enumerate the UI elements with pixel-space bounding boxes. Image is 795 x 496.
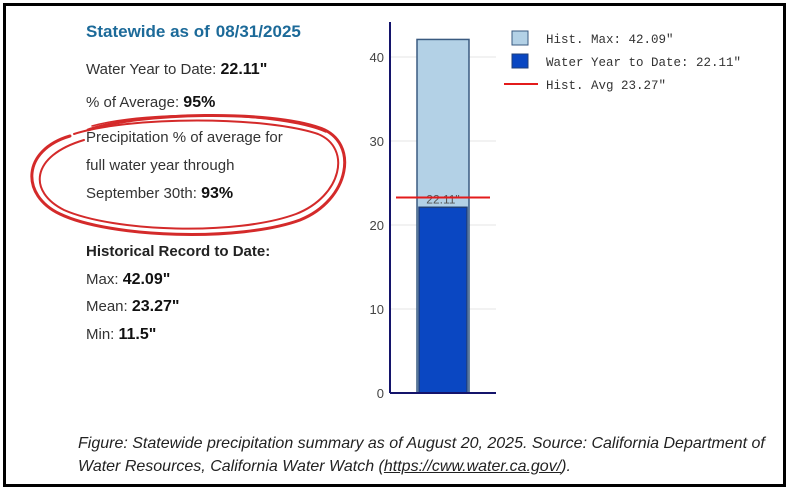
max-label: Max: — [86, 271, 119, 288]
hist-mean-line: Mean: 23.27" — [86, 298, 180, 316]
y-axis-ticks: 0 10 20 30 40 — [370, 50, 384, 401]
legend-hist-max-label: Hist. Max: 42.09" — [546, 33, 674, 47]
mean-label: Mean: — [86, 298, 128, 315]
pct-average-line: % of Average: 95% — [86, 94, 215, 112]
caption-end: ). — [561, 458, 571, 475]
y-tick-label-40: 40 — [370, 50, 384, 65]
pct-value: 95% — [183, 94, 216, 111]
min-label: Min: — [86, 326, 115, 343]
summary-title-prefix: Statewide as of — [86, 22, 210, 41]
summary-date: 08/31/2025 — [215, 22, 301, 41]
bar-water-year-to-date — [418, 206, 468, 394]
legend-hist-avg-label: Hist. Avg 23.27" — [546, 79, 666, 93]
min-value: 11.5" — [118, 326, 157, 343]
figure-frame — [3, 3, 786, 487]
full-year-value: 93% — [201, 185, 234, 202]
mean-value: 23.27" — [131, 298, 180, 315]
legend-hist-max-swatch — [511, 30, 529, 46]
legend-water-year-to-date-swatch — [511, 53, 529, 69]
hist-heading: Historical Record to Date: — [86, 243, 271, 260]
y-tick-label-10: 10 — [370, 302, 384, 317]
chart-legend: Hist. Max: 42.09" Water Year to Date: 22.… — [504, 30, 741, 93]
hist-max-line: Max: 42.09" — [86, 271, 170, 289]
wytd-line: Water Year to Date: 22.11" — [86, 61, 267, 79]
full-year-line-3: September 30th: 93% — [86, 185, 233, 203]
figure-caption: Figure: Statewide precipitation summary … — [78, 432, 778, 478]
bar-value-label: 22.11" — [426, 192, 459, 206]
max-value: 42.09" — [122, 271, 171, 288]
chart-bars: 22.11" — [416, 38, 470, 394]
pct-label: % of Average: — [86, 94, 180, 111]
hist-min-line: Min: 11.5" — [86, 326, 156, 344]
caption-link[interactable]: https://cww.water.ca.gov/ — [383, 458, 562, 475]
legend-water-year-to-date-label: Water Year to Date: 22.11" — [546, 56, 741, 70]
full-year-line-1: Precipitation % of average for — [86, 129, 283, 146]
caption-text: Figure: Statewide precipitation summary … — [78, 435, 765, 475]
wytd-label: Water Year to Date: — [86, 61, 217, 78]
full-year-line-2: full water year through — [86, 157, 235, 174]
full-year-label: September 30th: — [86, 185, 197, 202]
y-tick-label-20: 20 — [370, 218, 384, 233]
y-tick-label-0: 0 — [377, 386, 384, 401]
summary-title: Statewide as of 08/31/2025 — [86, 22, 301, 42]
y-tick-label-30: 30 — [370, 134, 384, 149]
wytd-value: 22.11" — [220, 61, 268, 78]
